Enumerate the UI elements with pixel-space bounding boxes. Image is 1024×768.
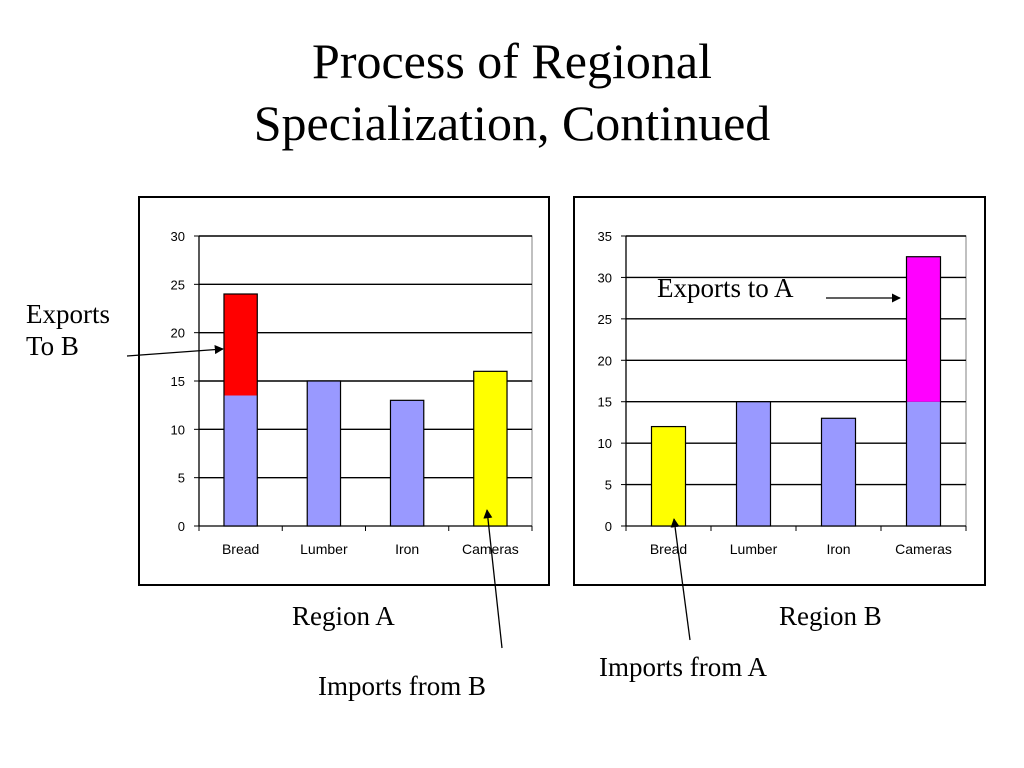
bar-bread-outline: [223, 293, 258, 527]
bar-iron-segment-0: [821, 418, 856, 526]
page-title: Process of Regional Specialization, Cont…: [0, 30, 1024, 154]
bar-iron-outline: [389, 399, 425, 527]
y-tick-label: 5: [605, 478, 612, 493]
bar-lumber-outline: [306, 380, 342, 527]
y-tick-label: 25: [171, 277, 185, 292]
y-tick-label: 20: [598, 353, 612, 368]
y-tick-label: 5: [178, 471, 185, 486]
bar-cameras-segment-1: [906, 256, 941, 402]
exports-to-b-label: Exports To B: [26, 298, 110, 362]
chart-region-b: 0 5 10 15 20 25 30 35 Bread Lumber Iron Cameras: [598, 229, 967, 557]
x-tick-label-iron: Iron: [826, 541, 850, 557]
bar-lumber-outline: [735, 401, 772, 527]
y-tick-label: 15: [171, 374, 185, 389]
y-tick-label: 20: [171, 326, 185, 341]
bar-lumber-segment-0: [307, 381, 341, 526]
y-tick-label: 0: [178, 519, 185, 534]
y-tick-label: 15: [598, 395, 612, 410]
x-tick-label-cameras: Cameras: [462, 541, 519, 557]
y-tick-label: 35: [598, 229, 612, 244]
bar-bread-segment-2: [651, 426, 686, 526]
x-tick-label-bread: Bread: [650, 541, 687, 557]
exports-to-b-line-2: To B: [26, 331, 79, 361]
chart-panel-region-b: 0 5 10 15 20 25 30 35 Bread Lumber Iron Cameras: [573, 196, 986, 586]
exports-to-b-line-1: Exports: [26, 299, 110, 329]
bar-cameras-segment-0: [906, 401, 941, 526]
y-tick-label: 25: [598, 312, 612, 327]
bar-lumber-segment-0: [736, 401, 771, 526]
x-tick-label-cameras: Cameras: [895, 541, 952, 557]
region-a-label: Region A: [292, 601, 395, 631]
title-line-1: Process of Regional: [312, 33, 712, 89]
bar-cameras-outline: [905, 256, 942, 527]
x-tick-label-lumber: Lumber: [300, 541, 348, 557]
chart-region-a: 0 5 10 15 20 25 30 Bread Lumber Iron Cameras: [171, 229, 533, 557]
y-tick-label: 0: [605, 519, 612, 534]
title-line-2: Specialization, Continued: [253, 95, 771, 151]
bar-iron-segment-0: [390, 400, 424, 526]
bar-iron-outline: [820, 417, 857, 527]
y-tick-label: 30: [598, 270, 612, 285]
y-tick-label: 10: [598, 436, 612, 451]
x-tick-label-iron: Iron: [395, 541, 419, 557]
x-tick-label-bread: Bread: [222, 541, 259, 557]
exports-to-a-label: Exports to A: [657, 273, 794, 303]
region-b-label: Region B: [779, 601, 882, 631]
bar-bread-segment-1: [223, 294, 258, 396]
imports-from-b-label: Imports from B: [318, 671, 486, 701]
chart-panel-region-a: 0 5 10 15 20 25 30 Bread Lumber Iron Cameras: [138, 196, 550, 586]
bar-bread-segment-0: [223, 395, 258, 526]
y-tick-label: 30: [171, 229, 185, 244]
x-tick-label-lumber: Lumber: [730, 541, 778, 557]
imports-from-a-label: Imports from A: [599, 652, 767, 682]
bar-bread-outline: [650, 425, 687, 527]
y-tick-label: 10: [171, 422, 185, 437]
bar-cameras-segment-2: [473, 371, 508, 526]
